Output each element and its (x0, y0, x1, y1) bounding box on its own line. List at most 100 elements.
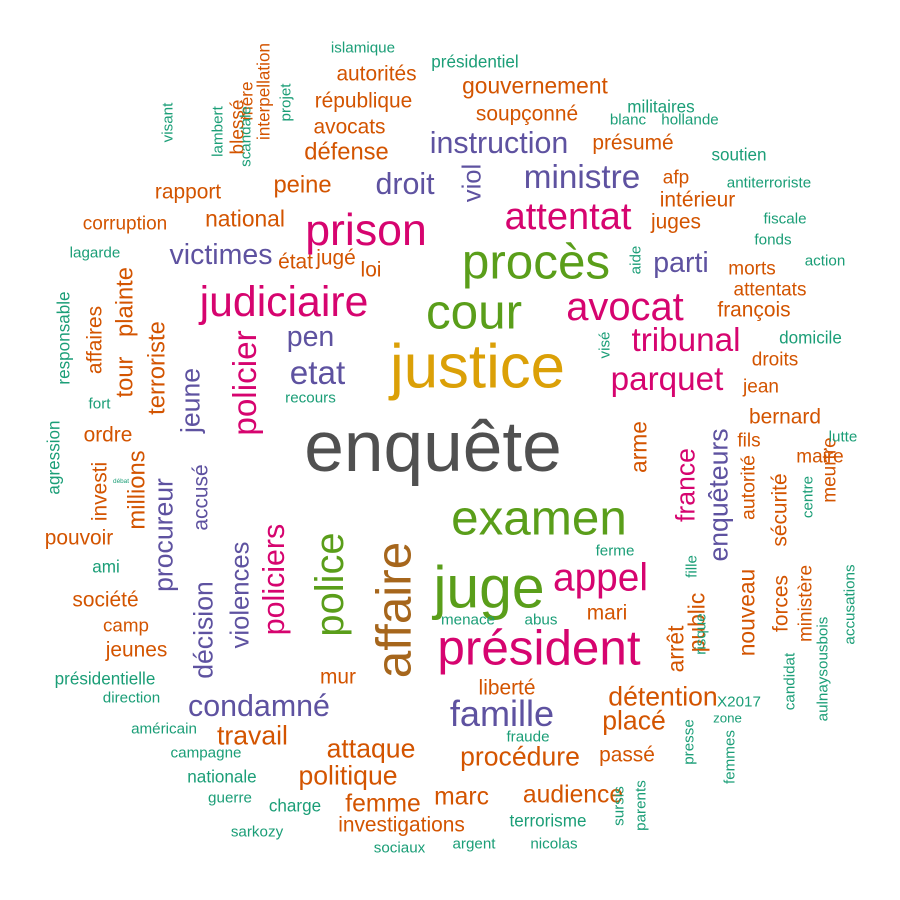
word-139: responsable (54, 291, 74, 385)
word-34: accusé (189, 464, 213, 531)
word-22: etat (289, 354, 346, 392)
word-33: enquêteurs (703, 428, 734, 562)
word-74: pouvoir (44, 526, 114, 550)
word-76: camp (103, 614, 149, 636)
word-80: tour (111, 356, 139, 398)
word-136: projet (277, 83, 295, 122)
word-42: femme (345, 790, 421, 818)
word-141: fille (683, 555, 701, 578)
word-83: millions (123, 450, 151, 530)
word-92: ministère (795, 564, 817, 643)
word-109: lagarde (69, 244, 121, 262)
word-79: terroriste (143, 321, 171, 415)
word-131: zone (713, 710, 742, 726)
word-130: X2017 (717, 693, 761, 711)
word-116: américain (131, 720, 197, 738)
word-105: fonds (754, 231, 792, 249)
word-1: affaire (366, 541, 422, 679)
word-106: action (804, 252, 846, 270)
word-100: blanc (609, 111, 647, 129)
word-134: lambert (209, 106, 227, 157)
word-41: audience (522, 781, 624, 809)
word-49: peine (273, 171, 332, 199)
word-115: direction (102, 689, 161, 707)
word-5: juge (433, 555, 545, 621)
word-29: jeune (175, 367, 206, 434)
word-4: police (308, 532, 353, 637)
word-101: hollande (661, 111, 719, 129)
word-72: jugé (316, 246, 356, 270)
word-118: nationale (187, 767, 257, 787)
word-99: militaires (627, 97, 695, 117)
word-133: visant (159, 102, 177, 143)
word-125: nicolas (530, 835, 578, 853)
word-20: instruction (429, 125, 569, 160)
word-140: agression (44, 420, 64, 495)
word-148: aulnaysousbois (814, 616, 832, 722)
word-103: antiterroriste (726, 174, 812, 192)
word-43: marc (434, 783, 489, 811)
word-46: mur (320, 665, 356, 689)
word-66: droits (751, 349, 799, 371)
word-55: république (314, 89, 413, 113)
word-69: fils (737, 430, 761, 452)
word-135: scandale (237, 106, 255, 167)
word-112: débat (113, 477, 129, 485)
word-142: risque (692, 613, 710, 655)
word-73: loi (360, 258, 382, 282)
word-18: france (670, 448, 701, 522)
word-93: meurtre (819, 437, 841, 503)
word-47: liberté (478, 676, 536, 700)
word-30: violences (226, 541, 255, 649)
word-113: ami (92, 557, 120, 577)
word-12: avocat (566, 285, 684, 330)
word-48: mari (586, 601, 628, 625)
word-50: défense (304, 138, 389, 166)
word-129: ferme (595, 542, 635, 560)
word-44: investigations (338, 813, 465, 837)
word-35: attaque (326, 733, 416, 764)
word-52: national (205, 205, 285, 232)
word-7: procès (461, 234, 611, 290)
word-97: islamique (330, 39, 396, 57)
word-24: viol (458, 163, 487, 203)
word-2: justice (389, 332, 566, 402)
word-71: état (278, 250, 313, 274)
word-102: soutien (711, 145, 767, 165)
word-122: terrorisme (509, 811, 587, 831)
word-91: forces (769, 575, 793, 632)
word-123: sociaux (373, 839, 426, 857)
word-120: charge (268, 796, 322, 816)
word-51: avocats (313, 115, 386, 139)
word-128: abus (524, 611, 558, 629)
word-56: autorités (336, 62, 417, 86)
word-54: corruption (82, 213, 168, 235)
word-85: arme (625, 421, 652, 473)
word-149: accusations (841, 564, 859, 645)
word-88: nouveau (733, 568, 760, 657)
word-36: procédure (460, 741, 580, 772)
word-38: placé (602, 705, 666, 736)
word-13: appel (552, 556, 649, 600)
word-137: aide (627, 245, 645, 275)
word-63: morts (728, 258, 776, 280)
word-27: parti (653, 246, 709, 279)
word-147: candidat (781, 652, 799, 711)
word-90: autorité (737, 455, 760, 520)
word-124: argent (452, 835, 496, 853)
word-82: affaires (83, 305, 107, 375)
word-6: cour (425, 284, 523, 340)
word-75: société (72, 588, 139, 612)
word-26: victimes (169, 238, 273, 271)
word-62: juges (651, 210, 701, 234)
word-64: attentats (733, 279, 807, 301)
word-68: bernard (748, 405, 822, 429)
word-23: condamné (188, 688, 330, 723)
word-59: présumé (592, 131, 674, 155)
word-31: décision (188, 581, 219, 679)
word-117: campagne (170, 744, 242, 762)
word-32: procureur (148, 478, 179, 592)
word-53: rapport (154, 180, 222, 204)
word-25: droit (375, 166, 435, 201)
